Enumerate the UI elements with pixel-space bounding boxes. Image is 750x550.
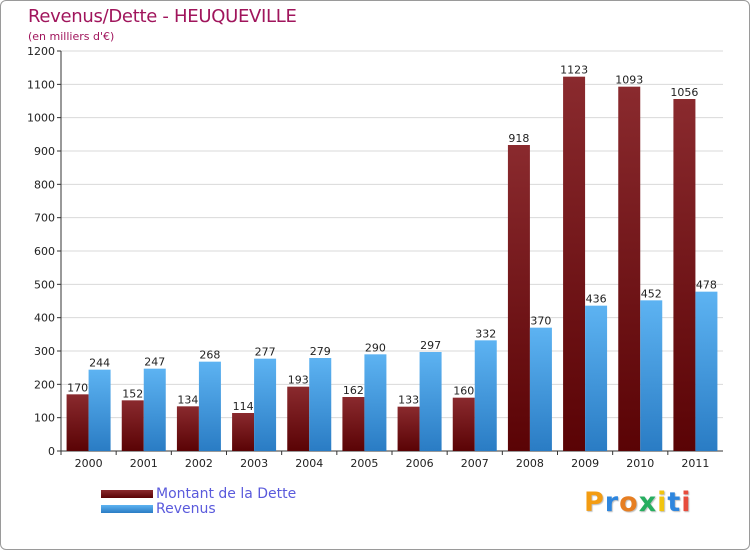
data-label-revenus: 277 <box>255 346 276 359</box>
bar-revenus <box>88 369 111 451</box>
legend-swatch-dette <box>101 489 153 498</box>
bars <box>66 76 718 452</box>
x-tick-label: 2010 <box>626 457 654 470</box>
data-label-dette: 133 <box>398 394 419 407</box>
bar-dette <box>507 145 530 451</box>
data-label-dette: 170 <box>67 381 88 394</box>
logo-letter: i <box>681 487 692 518</box>
x-tick-label: 2005 <box>350 457 378 470</box>
data-label-revenus: 290 <box>365 341 386 354</box>
data-label-revenus: 436 <box>586 293 607 306</box>
legend: Montant de la Dette Revenus <box>101 486 296 516</box>
axes <box>57 50 723 455</box>
y-tick-label: 400 <box>34 312 55 325</box>
x-tick-label: 2007 <box>461 457 489 470</box>
bar-dette <box>673 99 696 451</box>
x-tick-label: 2008 <box>516 457 544 470</box>
bar-dette <box>287 386 310 451</box>
logo-letter: o <box>619 487 639 518</box>
chart-subtitle: (en milliers d'€) <box>28 30 115 43</box>
logo-letter: r <box>604 487 620 518</box>
data-label-revenus: 244 <box>89 357 110 370</box>
y-tick-label: 500 <box>34 278 55 291</box>
data-label-dette: 918 <box>508 132 529 145</box>
bar-dette <box>618 86 641 452</box>
x-tick-label: 2003 <box>240 457 268 470</box>
x-tick-label: 2001 <box>130 457 158 470</box>
legend-item-dette[interactable]: Montant de la Dette <box>101 486 296 501</box>
y-tick-label: 100 <box>34 412 55 425</box>
y-tick-label: 200 <box>34 378 55 391</box>
data-label-revenus: 247 <box>144 356 165 369</box>
legend-label-revenus: Revenus <box>156 500 216 517</box>
y-tick-label: 1000 <box>27 112 55 125</box>
bar-dette <box>452 397 475 451</box>
y-tick-label: 700 <box>34 212 55 225</box>
grid-lines <box>61 50 723 419</box>
bar-revenus <box>529 327 552 451</box>
bar-revenus <box>585 305 608 451</box>
bar-revenus <box>474 340 497 451</box>
data-label-dette: 1093 <box>615 74 643 87</box>
y-tick-label: 800 <box>34 178 55 191</box>
bar-revenus <box>143 368 166 451</box>
bar-dette <box>66 394 89 451</box>
bar-dette <box>121 400 144 451</box>
bar-revenus <box>695 291 718 451</box>
y-tick-label: 600 <box>34 245 55 258</box>
bar-dette <box>232 413 255 451</box>
data-label-revenus: 279 <box>310 345 331 358</box>
data-label-revenus: 332 <box>475 327 496 340</box>
legend-label-dette: Montant de la Dette <box>156 485 297 502</box>
data-label-dette: 160 <box>453 385 474 398</box>
logo-letter: x <box>638 487 658 518</box>
proxiti-logo[interactable]: Proxiti <box>584 487 692 518</box>
data-label-revenus: 370 <box>530 315 551 328</box>
y-tick-label: 1200 <box>27 45 55 58</box>
bar-revenus <box>309 358 332 451</box>
data-label-revenus: 452 <box>641 287 662 300</box>
bar-revenus <box>640 300 663 451</box>
logo-letter: P <box>584 487 605 518</box>
bar-revenus <box>419 352 442 451</box>
data-label-dette: 162 <box>343 384 364 397</box>
y-tick-label: 0 <box>48 445 55 458</box>
bar-dette <box>342 397 365 451</box>
bar-dette <box>176 406 199 451</box>
labels: 0 100 200 300 400 500 600 700 800 900 1000 1100 1200… <box>27 45 717 470</box>
x-tick-label: 2011 <box>681 457 709 470</box>
data-label-dette: 114 <box>233 400 254 413</box>
bar-dette <box>397 406 420 451</box>
data-label-revenus: 268 <box>199 349 220 362</box>
bar-revenus <box>198 361 221 451</box>
x-tick-label: 2002 <box>185 457 213 470</box>
bar-revenus <box>364 354 387 451</box>
x-tick-label: 2000 <box>75 457 103 470</box>
data-label-dette: 1056 <box>670 86 698 99</box>
logo-letter: i <box>657 487 668 518</box>
data-label-dette: 152 <box>122 387 143 400</box>
x-tick-label: 2004 <box>295 457 323 470</box>
legend-swatch-revenus <box>101 504 153 513</box>
chart-title: Revenus/Dette - HEUQUEVILLE <box>28 6 297 27</box>
x-tick-label: 2009 <box>571 457 599 470</box>
x-tick-label: 2006 <box>406 457 434 470</box>
y-tick-label: 900 <box>34 145 55 158</box>
bar-revenus <box>254 358 277 451</box>
data-label-revenus: 297 <box>420 339 441 352</box>
legend-item-revenus[interactable]: Revenus <box>101 501 296 516</box>
data-label-dette: 1123 <box>560 64 588 77</box>
bar-dette <box>563 76 586 452</box>
data-label-revenus: 478 <box>696 279 717 292</box>
logo-letter: t <box>667 487 682 518</box>
data-label-dette: 193 <box>288 374 309 387</box>
y-tick-label: 1100 <box>27 78 55 91</box>
y-tick-label: 300 <box>34 345 55 358</box>
data-label-dette: 134 <box>177 393 198 406</box>
